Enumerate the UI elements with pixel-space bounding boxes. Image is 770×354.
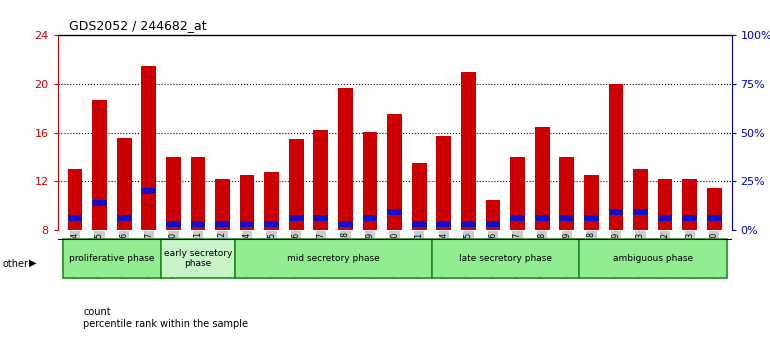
Bar xyxy=(161,239,235,278)
Bar xyxy=(461,72,476,230)
Bar xyxy=(707,215,721,221)
Bar xyxy=(707,188,721,230)
Bar xyxy=(511,215,525,221)
Bar xyxy=(633,169,648,230)
Bar xyxy=(658,179,672,230)
Bar xyxy=(338,221,353,227)
Bar xyxy=(338,88,353,230)
Bar xyxy=(166,157,181,230)
Bar xyxy=(387,209,402,215)
Bar xyxy=(511,157,525,230)
Bar xyxy=(215,221,230,227)
Bar xyxy=(264,221,279,227)
Bar xyxy=(166,221,181,227)
Bar xyxy=(68,215,82,221)
Bar xyxy=(412,163,427,230)
Bar xyxy=(535,215,550,221)
Bar xyxy=(117,215,132,221)
Bar xyxy=(68,169,82,230)
Bar xyxy=(264,172,279,230)
Bar xyxy=(412,221,427,227)
Bar xyxy=(633,209,648,215)
Bar xyxy=(584,175,599,230)
Bar xyxy=(215,179,230,230)
Bar xyxy=(486,221,500,227)
Bar xyxy=(559,157,574,230)
Text: GDS2052 / 244682_at: GDS2052 / 244682_at xyxy=(69,19,207,33)
Bar xyxy=(387,114,402,230)
Text: ▶: ▶ xyxy=(29,258,37,268)
Bar xyxy=(437,136,451,230)
Bar xyxy=(431,239,579,278)
Bar xyxy=(579,239,727,278)
Bar xyxy=(437,221,451,227)
Text: ambiguous phase: ambiguous phase xyxy=(613,254,693,263)
Text: percentile rank within the sample: percentile rank within the sample xyxy=(83,319,248,329)
Text: mid secretory phase: mid secretory phase xyxy=(286,254,380,263)
Bar xyxy=(608,209,623,215)
Bar xyxy=(117,138,132,230)
Bar xyxy=(682,215,697,221)
Text: late secretory phase: late secretory phase xyxy=(459,254,552,263)
Bar xyxy=(608,84,623,230)
Text: other: other xyxy=(2,259,28,269)
Bar xyxy=(62,239,161,278)
Bar xyxy=(239,175,254,230)
Bar xyxy=(313,130,328,230)
Bar xyxy=(190,157,206,230)
Bar xyxy=(142,66,156,230)
Text: proliferative phase: proliferative phase xyxy=(69,254,155,263)
Bar xyxy=(239,221,254,227)
Bar xyxy=(584,215,599,221)
Bar xyxy=(92,100,107,230)
Bar xyxy=(535,127,550,230)
Bar xyxy=(235,239,431,278)
Bar xyxy=(461,221,476,227)
Bar xyxy=(190,221,206,227)
Bar xyxy=(289,139,303,230)
Bar xyxy=(142,188,156,194)
Bar xyxy=(658,215,672,221)
Text: count: count xyxy=(83,307,111,318)
Bar xyxy=(559,215,574,221)
Text: early secretory
phase: early secretory phase xyxy=(164,249,232,268)
Bar xyxy=(289,215,303,221)
Bar xyxy=(486,200,500,230)
Bar xyxy=(682,179,697,230)
Bar xyxy=(313,215,328,221)
Bar xyxy=(92,200,107,206)
Bar xyxy=(363,132,377,230)
Bar xyxy=(363,215,377,221)
